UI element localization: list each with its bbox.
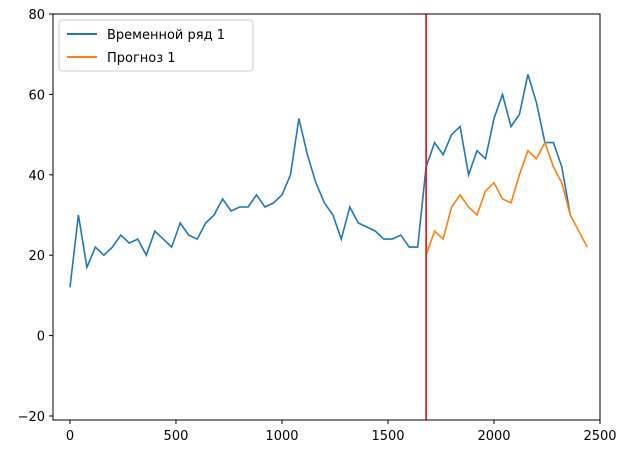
legend: Временной ряд 1 Прогноз 1 (58, 19, 254, 72)
x-tick-label: 2000 (477, 429, 510, 444)
x-tick-label: 500 (164, 429, 189, 444)
x-axis: 0 500 1000 1500 2000 2500 (66, 420, 617, 444)
plot-frame (52, 13, 601, 421)
y-tick-label: 0 (37, 330, 45, 345)
y-tick-label: 60 (28, 88, 45, 103)
y-axis: −20 0 20 40 60 80 (18, 8, 53, 425)
legend-label-series-1: Временной ряд 1 (107, 28, 225, 43)
y-tick-label: 40 (28, 169, 45, 184)
plot-background (53, 14, 600, 420)
legend-label-forecast-1: Прогноз 1 (107, 51, 176, 66)
y-tick-label: 20 (28, 249, 45, 264)
x-tick-label: 2500 (583, 429, 616, 444)
series-line-1 (69, 74, 572, 288)
y-tick-label: 80 (28, 8, 45, 23)
x-tick-label: 1500 (371, 429, 404, 444)
legend-box (58, 19, 254, 72)
x-tick-label: 1000 (265, 429, 298, 444)
y-tick-label: −20 (18, 410, 45, 425)
x-tick-label: 0 (66, 429, 74, 444)
series-line-2 (425, 140, 589, 256)
series-layer (69, 74, 589, 288)
